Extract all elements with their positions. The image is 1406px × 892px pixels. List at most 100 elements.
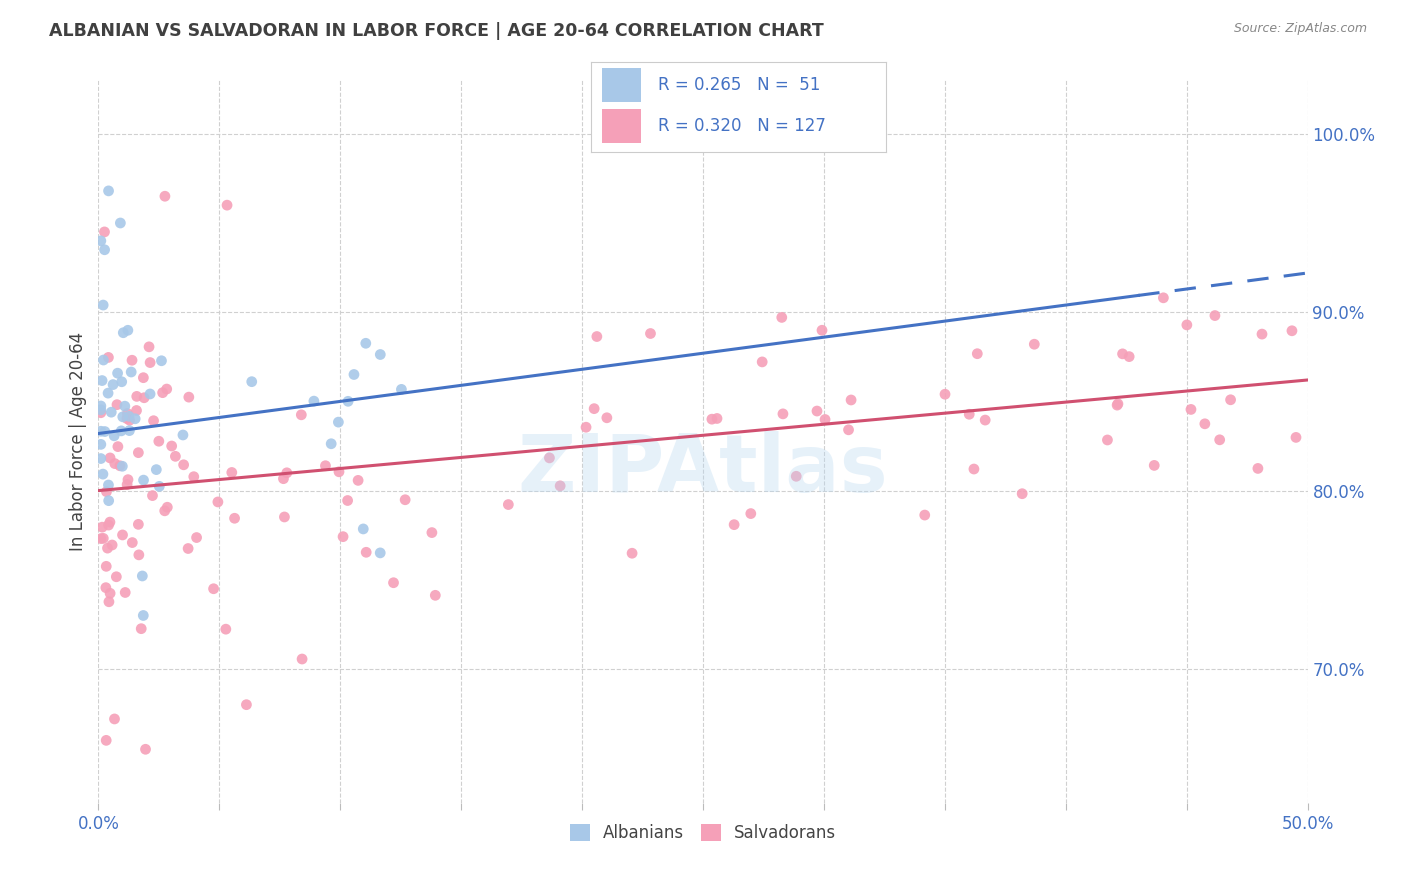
Point (107, 440, 129, 454)
Point (368, 546, 391, 560)
Point (1251, 327, 1274, 342)
Point (770, 310, 793, 325)
Point (127, 445, 149, 459)
Point (740, 507, 762, 521)
Point (117, 473, 139, 487)
Point (104, 457, 127, 471)
Point (152, 385, 174, 400)
Point (1204, 309, 1226, 323)
Point (153, 189, 176, 203)
Point (125, 403, 148, 417)
Point (235, 698, 257, 712)
Point (276, 466, 298, 480)
Point (117, 407, 139, 421)
Point (98, 515, 121, 529)
Y-axis label: In Labor Force | Age 20-64: In Labor Force | Age 20-64 (69, 332, 87, 551)
Point (273, 472, 295, 486)
Point (785, 469, 807, 483)
Point (139, 355, 162, 369)
Point (583, 401, 606, 416)
Point (934, 387, 956, 401)
Point (93, 225, 115, 239)
Point (111, 459, 134, 474)
Point (121, 353, 143, 368)
Point (1097, 433, 1119, 447)
Point (98, 586, 121, 600)
Point (1111, 347, 1133, 361)
Point (135, 742, 157, 756)
Point (321, 436, 343, 450)
Point (118, 424, 141, 438)
Point (90, 406, 112, 420)
Point (337, 394, 360, 409)
Point (538, 450, 561, 465)
Point (186, 531, 208, 545)
Point (114, 399, 136, 413)
Point (145, 462, 167, 476)
Point (150, 353, 173, 368)
Point (118, 409, 141, 424)
Point (156, 500, 179, 515)
Point (90, 437, 112, 451)
Bar (602, 68, 641, 102)
Point (111, 409, 134, 424)
Point (1281, 324, 1303, 338)
Point (914, 508, 936, 522)
Point (97, 351, 120, 365)
Point (105, 398, 128, 412)
Point (240, 375, 263, 389)
Point (177, 390, 200, 404)
Point (153, 504, 176, 518)
Point (90, 399, 112, 413)
Point (838, 423, 860, 437)
Point (160, 439, 183, 453)
Point (94, 581, 117, 595)
Point (382, 575, 405, 590)
Point (723, 517, 745, 532)
Point (108, 458, 131, 473)
Point (141, 489, 163, 503)
Point (1219, 392, 1241, 407)
Point (98, 450, 121, 465)
Point (93, 243, 115, 257)
Point (425, 588, 447, 602)
Point (839, 392, 862, 407)
Point (1208, 433, 1230, 447)
Point (90, 451, 112, 466)
Point (121, 535, 143, 549)
Point (957, 407, 980, 421)
Point (97, 518, 120, 533)
Point (127, 517, 149, 532)
Point (328, 415, 350, 429)
Point (183, 469, 205, 483)
Point (139, 387, 162, 401)
Point (177, 541, 200, 556)
Point (91, 298, 114, 312)
Point (134, 391, 156, 405)
Text: ZIPAtlas: ZIPAtlas (517, 432, 889, 509)
Point (91, 467, 114, 482)
Point (1107, 398, 1129, 412)
Point (97, 493, 120, 508)
Text: R = 0.265   N =  51: R = 0.265 N = 51 (658, 76, 821, 94)
Point (97, 595, 120, 609)
Point (90, 402, 112, 417)
Point (103, 429, 125, 443)
Point (332, 530, 354, 544)
Point (221, 466, 243, 480)
Point (96, 484, 118, 499)
Point (110, 216, 132, 230)
Point (142, 414, 165, 428)
Point (93, 353, 115, 368)
Point (90, 532, 112, 546)
Point (498, 498, 520, 512)
Point (91, 532, 114, 546)
Point (96, 559, 118, 574)
Point (706, 411, 728, 425)
Point (394, 492, 416, 507)
Point (96, 733, 118, 747)
Point (148, 479, 170, 493)
Point (391, 383, 413, 397)
Point (963, 462, 986, 476)
Point (90, 234, 112, 248)
